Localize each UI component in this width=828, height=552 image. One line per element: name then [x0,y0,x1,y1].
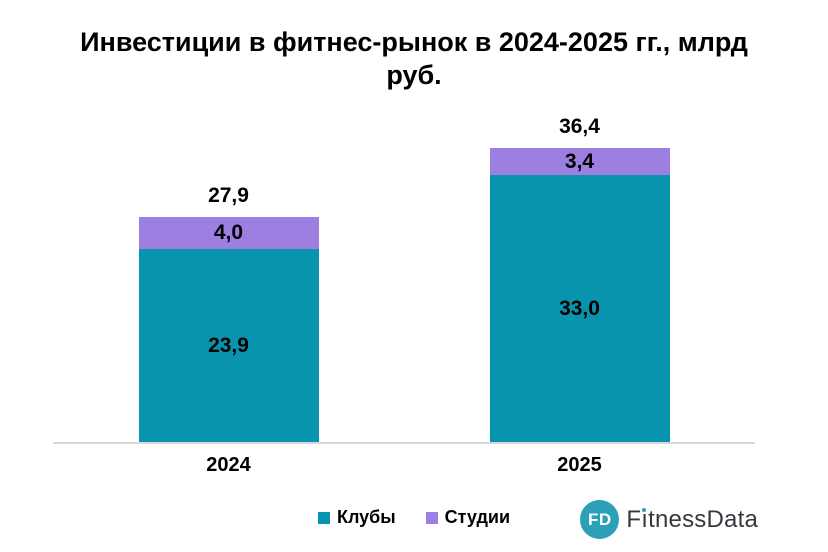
plot-area: 27,9 4,0 23,9 36,4 3,4 33,0 [53,105,755,444]
total-label-2024: 27,9 [208,184,249,207]
bar-segment-studios-2025: 3,4 [489,148,670,175]
legend-label-studios: Студии [444,507,511,527]
fd-logo-icon: FD [580,500,620,539]
bar-group-2025: 36,4 3,4 33,0 [404,105,755,442]
logo-i-dot [642,507,647,512]
fd-logo-text: FD [588,509,612,529]
bar-stack-2024: 4,0 23,9 [138,217,319,442]
legend-item-studios: Студии [425,507,511,528]
bar-segment-studios-2024: 4,0 [138,217,319,249]
fitnessdata-logo: FD Fı tnessData [580,500,758,539]
legend-item-clubs: Клубы [317,507,396,528]
bar-group-2024: 27,9 4,0 23,9 [53,105,404,442]
x-axis-label-2024: 2024 [206,454,251,476]
logo-letter-i: ı [641,505,649,533]
segment-value-label: 23,9 [208,333,249,357]
bar-stack-2025: 3,4 33,0 [489,148,670,442]
legend: Клубы Студии [0,507,828,528]
segment-value-label: 33,0 [559,296,600,320]
segment-value-label: 3,4 [564,149,595,173]
x-axis-label-2025: 2025 [557,454,602,476]
legend-label-clubs: Клубы [336,507,396,527]
legend-marker-clubs [317,511,330,524]
logo-letters-rest: tnessData [648,505,758,533]
legend-marker-studios [425,511,438,524]
logo-wordmark: Fı tnessData [626,506,758,534]
total-label-2025: 36,4 [559,115,600,138]
bar-segment-clubs-2024: 23,9 [138,249,319,442]
chart-title: Инвестиции в фитнес-рынок в 2024-2025 гг… [80,27,748,90]
x-axis-labels: 2024 2025 [53,454,755,477]
segment-value-label: 4,0 [213,221,244,244]
bar-segment-clubs-2025: 33,0 [489,175,670,442]
logo-letter-f: F [626,505,642,533]
